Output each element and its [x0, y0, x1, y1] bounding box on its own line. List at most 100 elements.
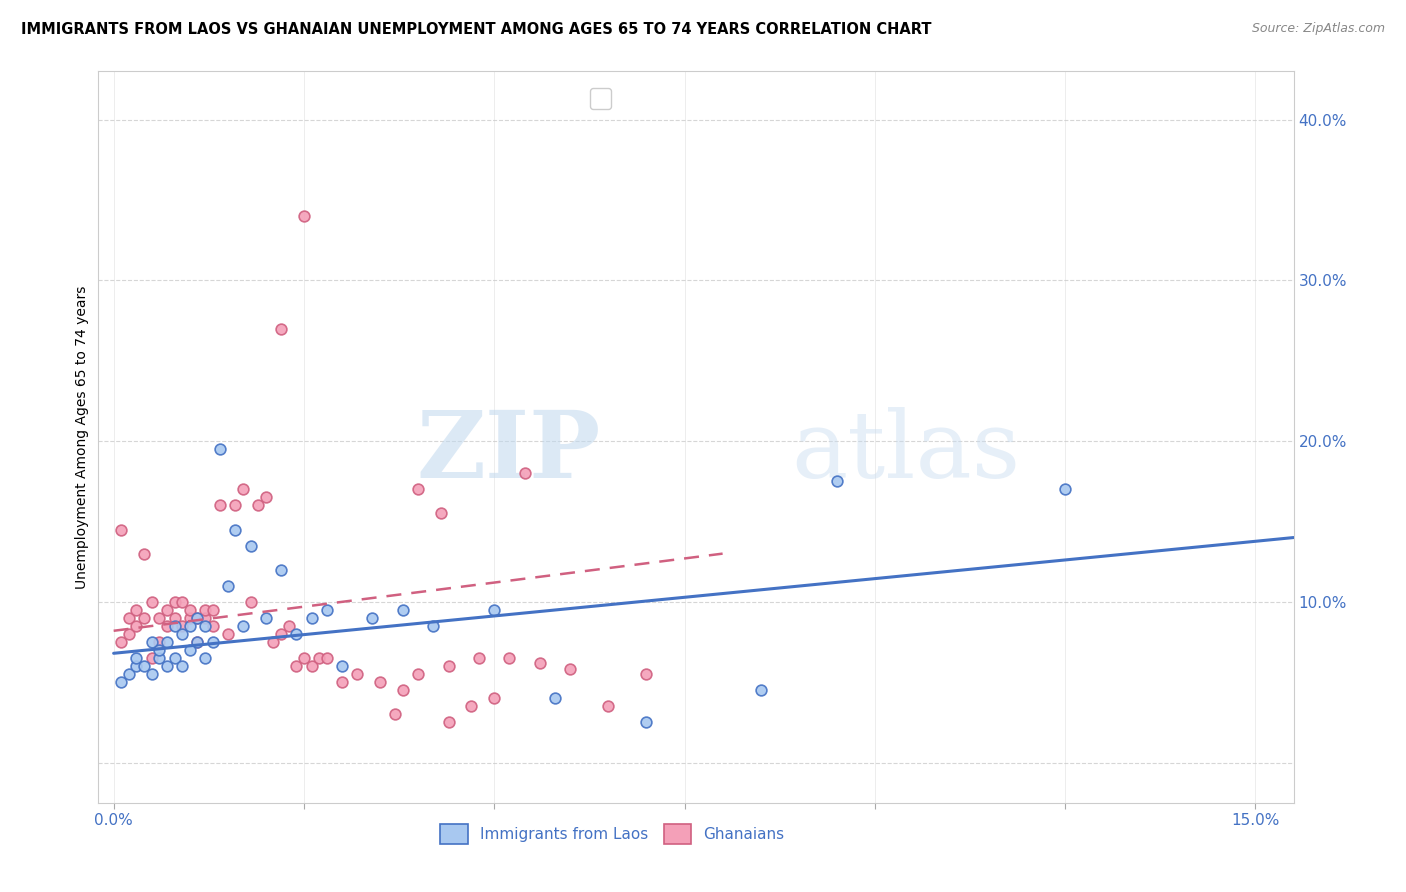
Point	[437, 715, 460, 730]
Point	[361, 611, 384, 625]
Point	[315, 603, 337, 617]
Point	[1054, 483, 1077, 497]
Point	[239, 595, 262, 609]
Point	[186, 611, 208, 625]
Point	[194, 619, 217, 633]
Point	[148, 643, 170, 657]
Point	[194, 603, 217, 617]
Point	[392, 683, 415, 698]
Point	[194, 651, 217, 665]
Legend: Immigrants from Laos, Ghanaians: Immigrants from Laos, Ghanaians	[434, 818, 790, 850]
Text: Source: ZipAtlas.com: Source: ZipAtlas.com	[1251, 22, 1385, 36]
Point	[148, 635, 170, 649]
Point	[636, 667, 658, 681]
Point	[163, 611, 186, 625]
Y-axis label: Unemployment Among Ages 65 to 74 years: Unemployment Among Ages 65 to 74 years	[75, 285, 89, 589]
Point	[368, 675, 391, 690]
Point	[186, 635, 208, 649]
Point	[254, 611, 277, 625]
Point	[118, 627, 141, 641]
Point	[186, 635, 208, 649]
Point	[179, 643, 201, 657]
Point	[484, 691, 506, 706]
Point	[270, 563, 292, 577]
Point	[209, 499, 232, 513]
Point	[163, 595, 186, 609]
Point	[430, 507, 453, 521]
Point	[301, 611, 323, 625]
Point	[148, 651, 170, 665]
Point	[217, 627, 239, 641]
Point	[201, 619, 224, 633]
Point	[156, 659, 179, 673]
Point	[239, 539, 262, 553]
Point	[172, 595, 194, 609]
Point	[194, 611, 217, 625]
Point	[285, 659, 308, 673]
Point	[308, 651, 330, 665]
Point	[217, 579, 239, 593]
Point	[285, 627, 308, 641]
Point	[270, 627, 292, 641]
Point	[179, 619, 201, 633]
Point	[513, 467, 536, 481]
Point	[437, 659, 460, 673]
Point	[132, 659, 155, 673]
Point	[186, 611, 208, 625]
Point	[484, 603, 506, 617]
Point	[224, 499, 246, 513]
Point	[232, 619, 254, 633]
Point	[498, 651, 520, 665]
Point	[156, 635, 179, 649]
Text: atlas: atlas	[792, 407, 1021, 497]
Point	[125, 603, 148, 617]
Point	[406, 667, 429, 681]
Point	[141, 635, 163, 649]
Point	[460, 699, 482, 714]
Point	[172, 619, 194, 633]
Point	[172, 627, 194, 641]
Point	[301, 659, 323, 673]
Point	[110, 675, 132, 690]
Point	[132, 611, 155, 625]
Point	[330, 659, 353, 673]
Point	[263, 635, 285, 649]
Point	[141, 595, 163, 609]
Point	[254, 491, 277, 505]
Point	[224, 523, 246, 537]
Point	[292, 209, 315, 223]
Point	[110, 635, 132, 649]
Point	[270, 321, 292, 335]
Point	[232, 483, 254, 497]
Point	[179, 603, 201, 617]
Point	[172, 659, 194, 673]
Point	[201, 603, 224, 617]
Point	[529, 656, 551, 670]
Point	[156, 603, 179, 617]
Point	[179, 611, 201, 625]
Point	[636, 715, 658, 730]
Point	[247, 499, 270, 513]
Point	[141, 651, 163, 665]
Point	[201, 635, 224, 649]
Point	[118, 611, 141, 625]
Point	[148, 611, 170, 625]
Point	[110, 523, 132, 537]
Point	[132, 547, 155, 561]
Point	[406, 483, 429, 497]
Point	[749, 683, 772, 698]
Point	[163, 651, 186, 665]
Point	[125, 651, 148, 665]
Point	[346, 667, 368, 681]
Point	[292, 651, 315, 665]
Point	[422, 619, 444, 633]
Point	[156, 619, 179, 633]
Point	[163, 619, 186, 633]
Point	[825, 475, 848, 489]
Point	[125, 659, 148, 673]
Point	[330, 675, 353, 690]
Point	[125, 619, 148, 633]
Point	[392, 603, 415, 617]
Point	[141, 667, 163, 681]
Point	[560, 662, 582, 676]
